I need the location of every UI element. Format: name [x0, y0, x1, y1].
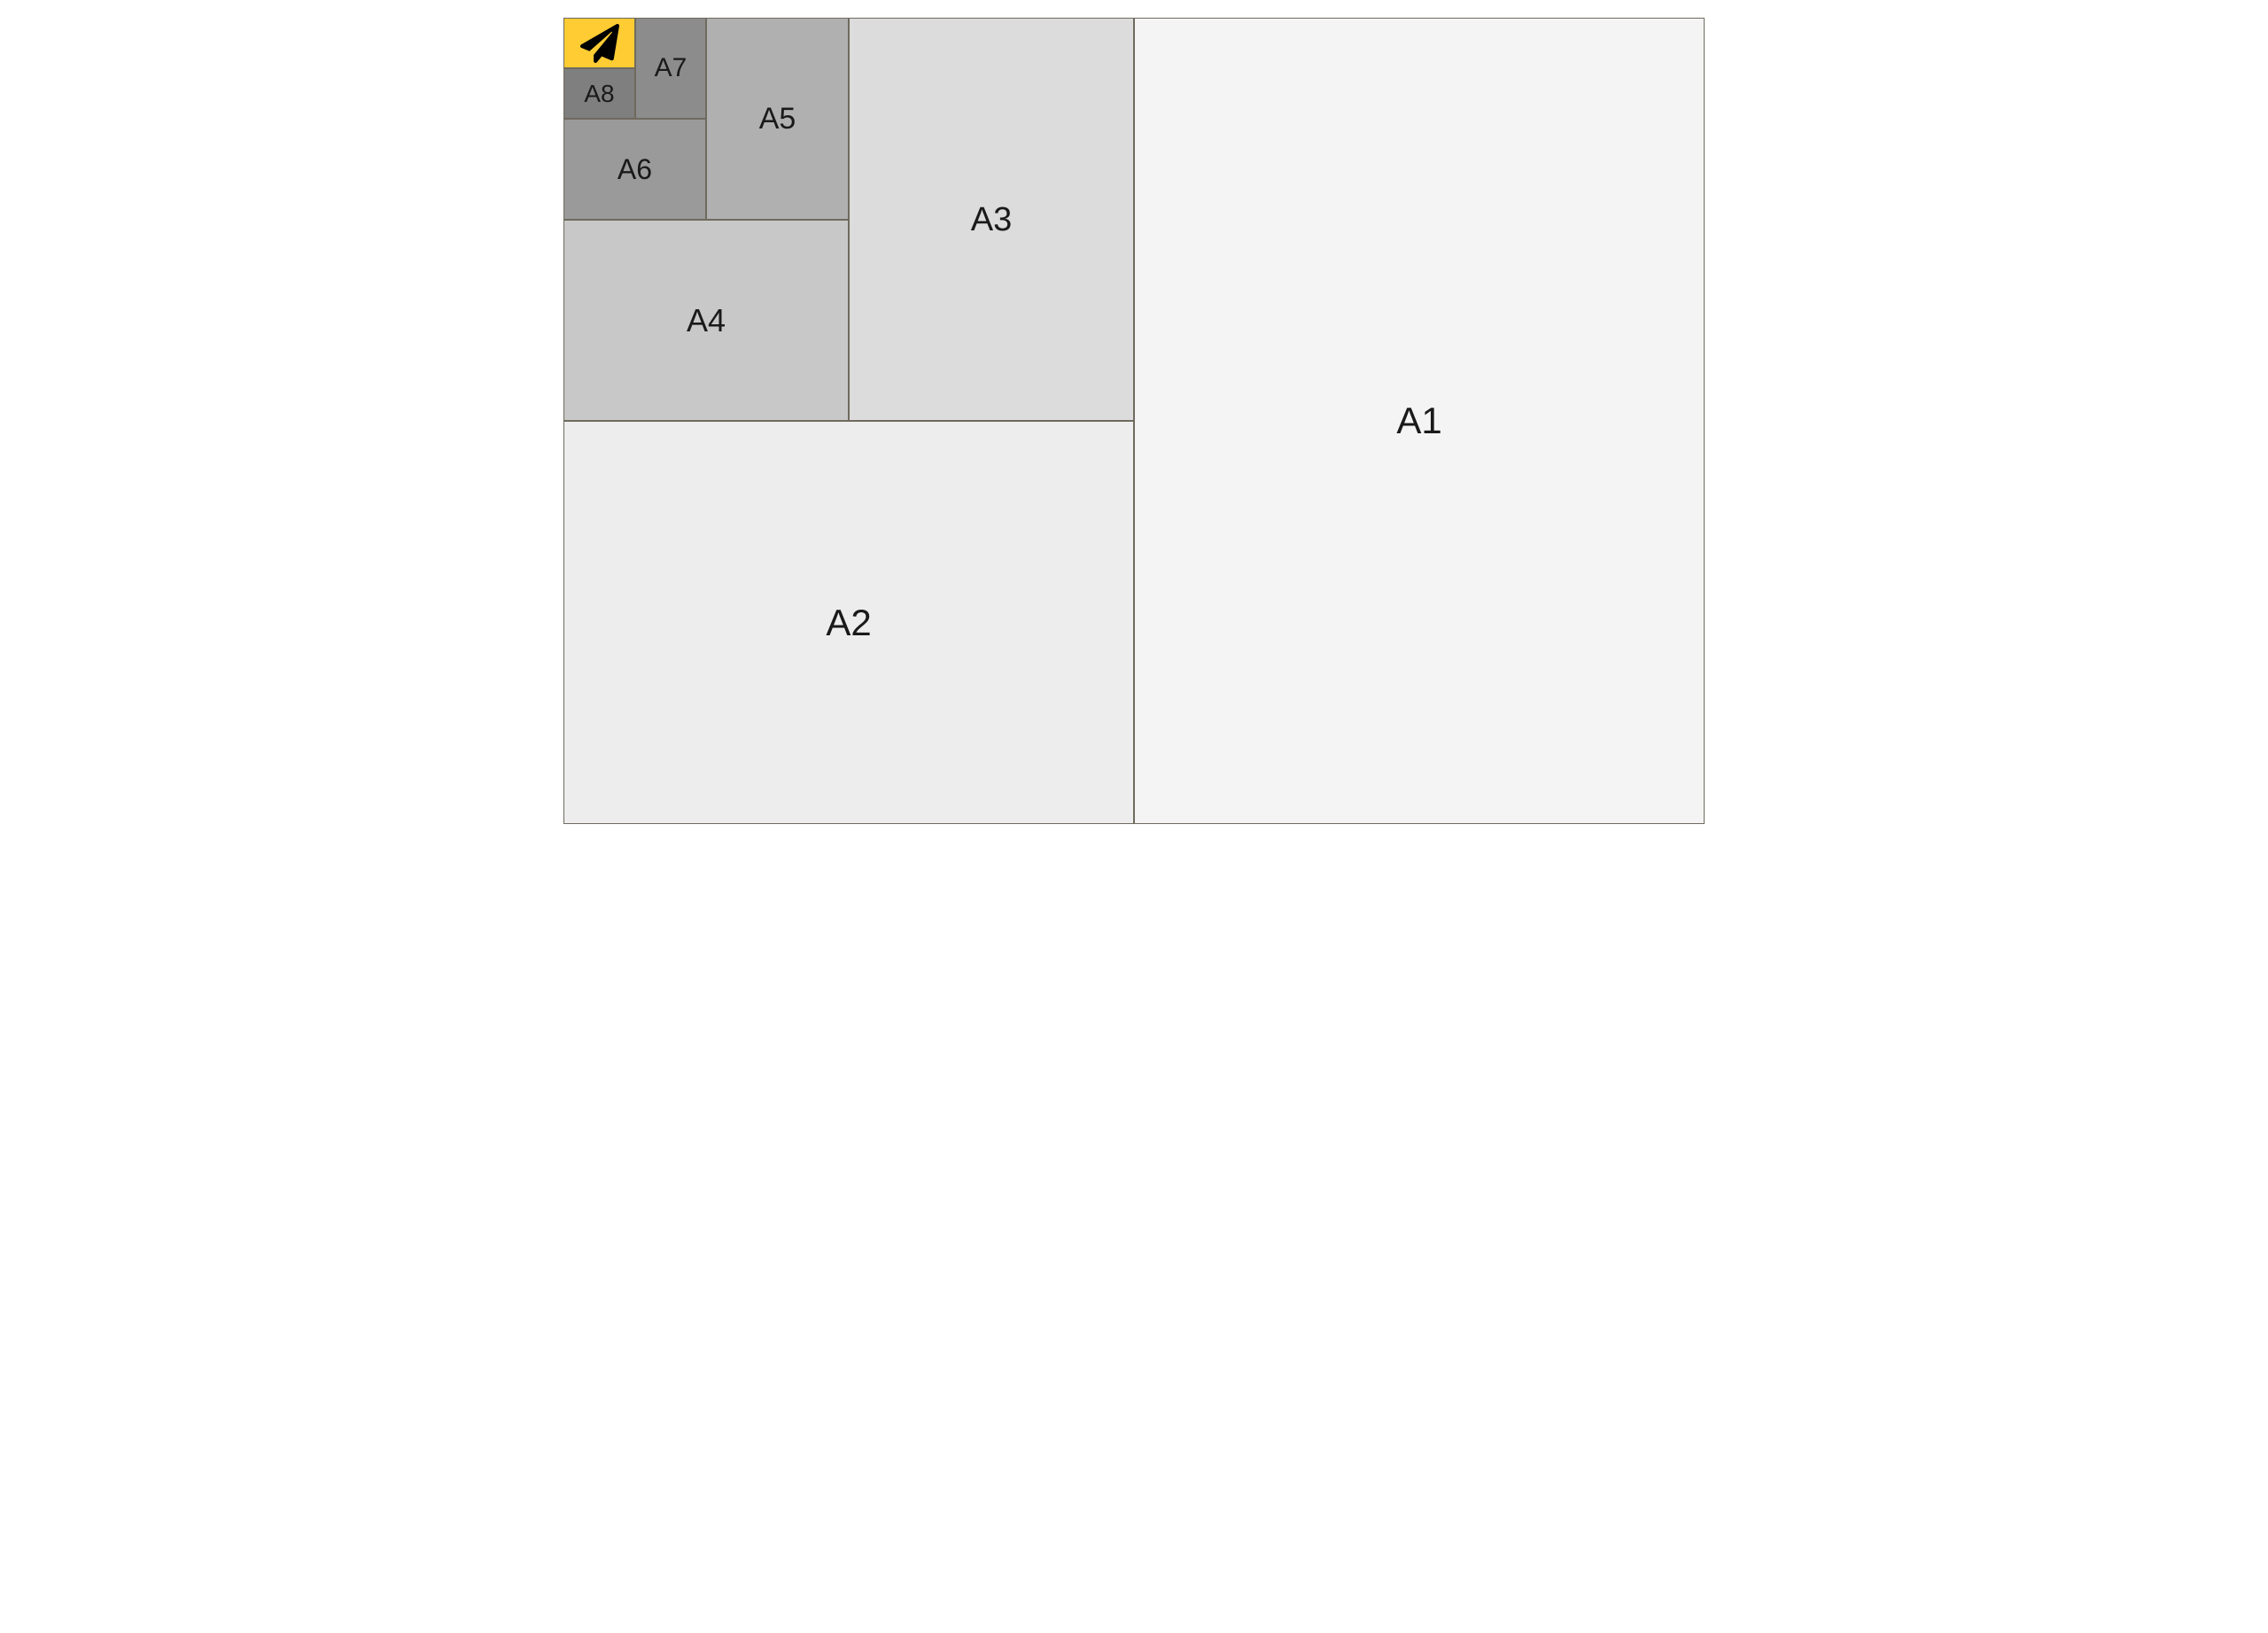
- panel-label-a1: A1: [1396, 402, 1441, 439]
- panel-a5: A5: [706, 18, 849, 220]
- panel-label-a5: A5: [759, 104, 796, 134]
- paper-plane-icon: [580, 24, 619, 63]
- paper-size-diagram: A1 A2 A3 A4 A5 A6 A7 A8: [563, 18, 1705, 824]
- panel-a8: A8: [563, 68, 635, 119]
- panel-icon: [563, 18, 635, 68]
- panel-label-a7: A7: [655, 55, 687, 82]
- panel-a3: A3: [849, 18, 1134, 421]
- panel-a4: A4: [563, 220, 849, 421]
- panel-label-a3: A3: [971, 203, 1012, 237]
- panel-a2: A2: [563, 421, 1134, 824]
- panel-label-a6: A6: [617, 155, 652, 183]
- panel-a1: A1: [1134, 18, 1705, 824]
- panel-label-a2: A2: [826, 604, 871, 642]
- panel-label-a8: A8: [584, 82, 614, 106]
- panel-a7: A7: [635, 18, 706, 119]
- panel-label-a4: A4: [687, 305, 726, 337]
- panel-a6: A6: [563, 119, 706, 220]
